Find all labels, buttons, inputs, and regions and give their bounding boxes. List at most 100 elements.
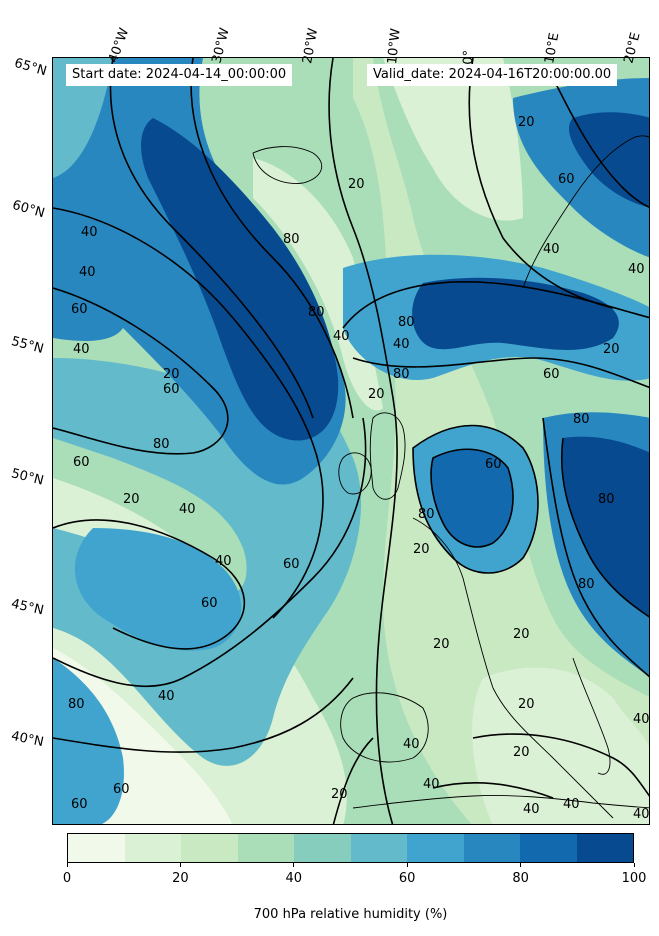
contour-label: 40: [523, 802, 540, 817]
colorbar-tick: [179, 863, 181, 867]
moist-core-east: [561, 436, 649, 617]
contour-label: 40: [158, 689, 175, 704]
humidity-map: 40 40 60 40 20 60 80 60 20 40 40 60 60 4…: [52, 57, 650, 825]
contour-label: 60: [71, 302, 88, 317]
moist-core-scandinavia: [569, 112, 649, 208]
contour-label: 80: [308, 305, 325, 320]
contour-label: 20: [518, 697, 535, 712]
moist-band-southwest: [74, 528, 242, 651]
contour-label: 80: [153, 437, 170, 452]
contour-label: 40: [73, 342, 90, 357]
moist-patch-farsouthwest: [53, 658, 124, 824]
colorbar-swatch: [350, 834, 407, 862]
dry-region-central: [353, 58, 649, 824]
map-canvas: 40 40 60 40 20 60 80 60 20 40 40 60 60 4…: [53, 58, 650, 824]
lat-tick-label: 60°N: [10, 197, 47, 222]
colorbar-tick-label: 40: [285, 871, 303, 886]
colorbar-tick-label: 0: [62, 871, 72, 886]
contour-label: 60: [485, 457, 502, 472]
colorbar-swatch: [407, 834, 464, 862]
colorbar-tick-label: 100: [621, 871, 647, 886]
contour-label: 40: [81, 225, 98, 240]
coastline-scandinavia: [522, 135, 649, 289]
contour-label: 40: [633, 807, 650, 822]
contour-label: 40: [333, 329, 350, 344]
coastline-britain: [369, 412, 406, 500]
contour-label: 80: [573, 412, 590, 427]
colorbar-swatch: [463, 834, 520, 862]
contour-label: 20: [513, 745, 530, 760]
colorbar: [67, 833, 634, 863]
colorbar-swatch: [520, 834, 577, 862]
contour-label: 20: [368, 387, 385, 402]
contour-label: 80: [418, 507, 435, 522]
colorbar-swatch: [181, 834, 238, 862]
contour-label: 80: [68, 697, 85, 712]
contour-label: 60: [543, 367, 560, 382]
colorbar-tick: [633, 863, 635, 867]
colorbar-tick: [293, 863, 295, 867]
contour-label: 40: [403, 737, 420, 752]
moist-patch-farwest: [53, 258, 123, 341]
contour-label: 80: [393, 367, 410, 382]
lat-tick-label: 50°N: [9, 466, 46, 489]
contour-label: 20: [123, 492, 140, 507]
contour-label: 80: [398, 315, 415, 330]
dry-region-northeast: [383, 58, 523, 221]
colorbar-tick: [66, 863, 68, 867]
colorbar-swatch: [237, 834, 294, 862]
coastline-africa: [352, 795, 649, 809]
contour-label: 60: [71, 797, 88, 812]
colorbar-swatch: [68, 834, 125, 862]
contour-label: 60: [163, 382, 180, 397]
coastlines: [252, 135, 649, 819]
contour-label: 60: [558, 172, 575, 187]
contour-label: 40: [215, 554, 232, 569]
contour-label: 20: [331, 787, 348, 802]
lat-tick-label: 40°N: [9, 728, 45, 751]
contour-label: 80: [283, 232, 300, 247]
colorbar-title: 700 hPa relative humidity (%): [253, 907, 448, 922]
contour-label: 40: [79, 265, 96, 280]
contour-label: 60: [73, 455, 90, 470]
colorbar-tick: [406, 863, 408, 867]
contour-label: 40: [628, 262, 645, 277]
contour-label: 20: [603, 342, 620, 357]
contour-label: 20: [513, 627, 530, 642]
contour-label: 20: [348, 177, 365, 192]
lat-tick-label: 65°N: [12, 55, 49, 80]
contour-label: 40: [179, 502, 196, 517]
contour-label: 20: [518, 115, 535, 130]
lon-tick-label: 0°: [461, 49, 477, 65]
contour-label: 40: [393, 337, 410, 352]
colorbar-swatch: [294, 834, 351, 862]
contour-label: 40: [633, 712, 650, 727]
start-date-label: Start date: 2024-04-14_00:00:00: [66, 64, 293, 86]
contour-label: 60: [113, 782, 130, 797]
contour-label-group: 40 40 60 40 20 60 80 60 20 40 40 60 60 4…: [68, 115, 650, 822]
colorbar-tick: [520, 863, 522, 867]
contour-label: 40: [423, 777, 440, 792]
contour-label: 60: [201, 596, 218, 611]
contour-lines: [53, 58, 649, 824]
contour-label: 20: [433, 637, 450, 652]
contour-label: 40: [543, 242, 560, 257]
dry-region-north: [253, 158, 383, 411]
contour-label: 80: [578, 577, 595, 592]
dry-region-southeast: [472, 667, 649, 824]
coastline-ireland: [338, 452, 372, 495]
coastline-italy: [572, 657, 611, 775]
colorbar-swatch: [576, 834, 633, 862]
coastline-iceland: [252, 146, 323, 184]
colorbar-tick-label: 20: [172, 871, 189, 886]
lat-tick-label: 45°N: [9, 596, 46, 619]
coastline-iberia: [340, 692, 429, 763]
contour-label: 60: [283, 557, 300, 572]
colorbar-swatch: [124, 834, 181, 862]
contour-label: 20: [163, 367, 180, 382]
contour-label: 40: [563, 797, 580, 812]
valid-date-label: Valid_date: 2024-04-16T20:00:00.00: [367, 64, 618, 86]
colorbar-tick-label: 60: [398, 871, 416, 886]
moist-core-europe: [431, 449, 513, 547]
moist-peak-west: [141, 118, 339, 441]
